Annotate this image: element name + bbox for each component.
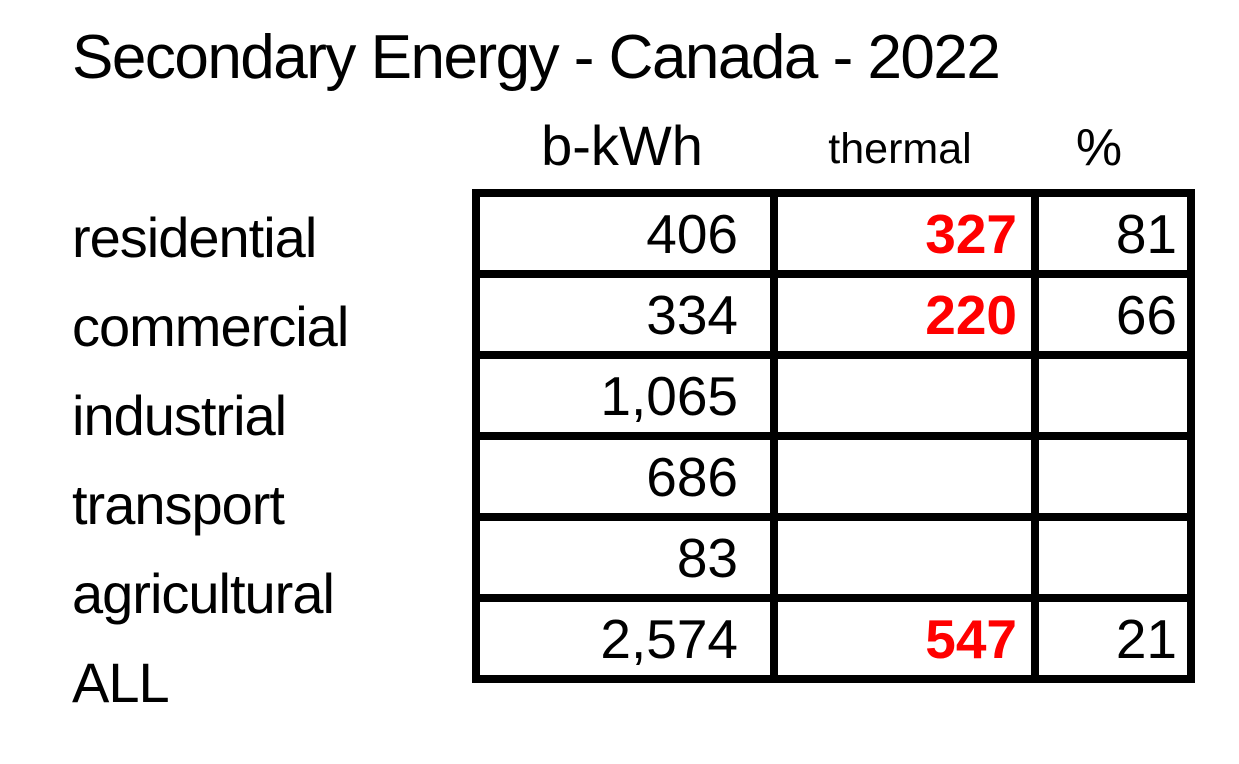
row-label-transport: transport <box>72 473 285 536</box>
table-row: 686 <box>472 432 1195 521</box>
cell-residential-thermal: 327 <box>770 189 1039 278</box>
cell-residential-percent: 81 <box>1031 189 1195 278</box>
column-header-bkwh: b-kWh <box>541 114 703 177</box>
page-title: Secondary Energy - Canada - 2022 <box>72 23 1001 92</box>
cell-industrial-bkwh: 1,065 <box>472 351 778 440</box>
cell-agricultural-bkwh: 83 <box>472 513 778 602</box>
cell-all-thermal: 547 <box>770 594 1039 683</box>
row-label-all: ALL <box>72 651 170 714</box>
cell-all-percent: 21 <box>1031 594 1195 683</box>
energy-table: 406 327 81 334 220 66 1,065 686 83 <box>472 189 1195 683</box>
cell-agricultural-thermal <box>770 513 1039 602</box>
table-row: 83 <box>472 513 1195 602</box>
table-row: 1,065 <box>472 351 1195 440</box>
table-row: 2,574 547 21 <box>472 594 1195 683</box>
cell-commercial-thermal: 220 <box>770 270 1039 359</box>
cell-industrial-percent <box>1031 351 1195 440</box>
cell-all-bkwh: 2,574 <box>472 594 778 683</box>
table-row: 334 220 66 <box>472 270 1195 359</box>
cell-commercial-bkwh: 334 <box>472 270 778 359</box>
cell-transport-bkwh: 686 <box>472 432 778 521</box>
table-row: 406 327 81 <box>472 189 1195 278</box>
column-header-percent: % <box>1075 119 1123 177</box>
cell-commercial-percent: 66 <box>1031 270 1195 359</box>
cell-residential-bkwh: 406 <box>472 189 778 278</box>
cell-agricultural-percent <box>1031 513 1195 602</box>
row-label-industrial: industrial <box>72 384 287 447</box>
row-label-commercial: commercial <box>72 295 349 358</box>
cell-transport-thermal <box>770 432 1039 521</box>
row-label-residential: residential <box>72 206 317 269</box>
cell-transport-percent <box>1031 432 1195 521</box>
cell-industrial-thermal <box>770 351 1039 440</box>
row-label-agricultural: agricultural <box>72 562 335 625</box>
column-header-thermal: thermal <box>828 125 972 173</box>
